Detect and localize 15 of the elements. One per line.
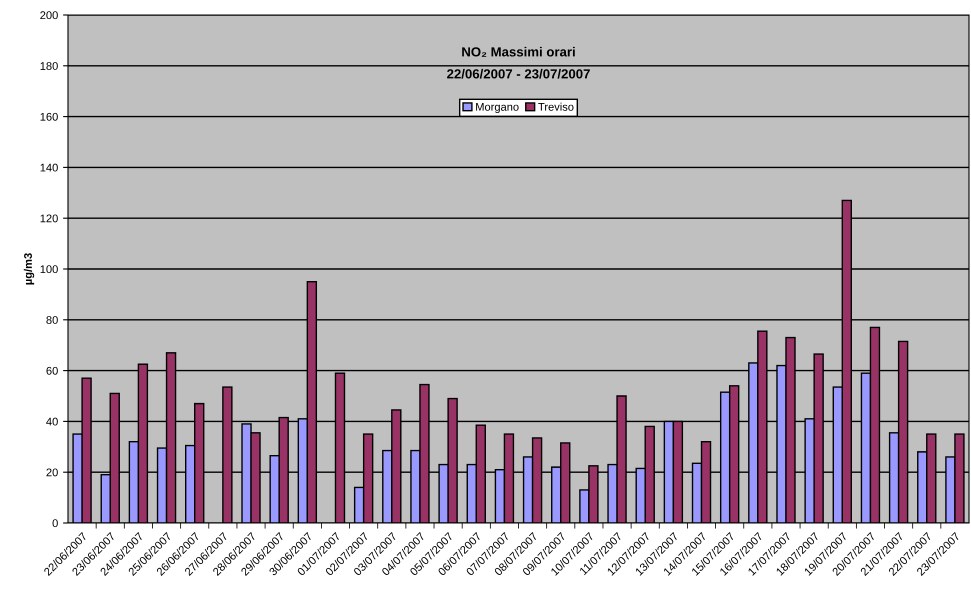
y-tick-label: 100 <box>40 265 58 274</box>
y-tick-label: 140 <box>40 164 58 172</box>
y-tick-label: 80 <box>46 316 58 324</box>
y-axis-title: µg/m3 <box>24 253 34 284</box>
text: NO₂ Massimi orari 22/06/2007 - 23/07/2007 <box>447 46 590 79</box>
y-tick-label: 180 <box>40 62 58 70</box>
y-tick-label: 200 <box>40 11 58 20</box>
y-tick-label: 120 <box>40 214 58 222</box>
legend-label: Treviso <box>538 102 574 111</box>
y-tick-label: 0 <box>52 519 58 528</box>
y-tick-label: 60 <box>46 366 58 375</box>
y-tick-label: 40 <box>46 418 58 426</box>
legend-label: Morgano <box>476 103 519 113</box>
y-tick-label: 160 <box>40 112 58 121</box>
y-tick-label: 20 <box>46 468 58 476</box>
